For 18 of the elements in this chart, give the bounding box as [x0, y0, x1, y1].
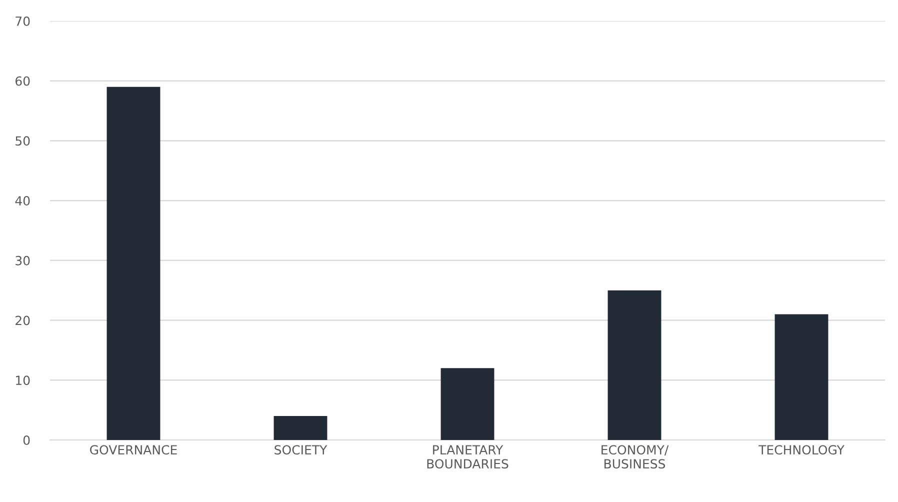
x-tick-label: SOCIETY: [274, 445, 328, 455]
x-tick-label: GOVERNANCE: [90, 445, 177, 455]
bar: [440, 368, 494, 440]
y-tick-label: 10: [16, 376, 30, 386]
y-tick-label: 30: [16, 256, 30, 266]
y-tick-label: 70: [16, 16, 30, 26]
y-tick-label: 20: [16, 316, 30, 326]
y-tick-label: 60: [16, 76, 30, 86]
y-tick-label: 0: [23, 435, 30, 445]
bar: [274, 416, 328, 440]
bar: [106, 86, 160, 440]
bar: [608, 290, 662, 440]
y-tick-label: 50: [16, 136, 30, 146]
x-tick-label: TECHNOLOGY: [758, 445, 844, 455]
y-tick-label: 40: [15, 196, 30, 206]
x-tick-label: PLANETARY BOUNDARIES: [427, 445, 508, 469]
x-tick-label: ECONOMY/ BUSINESS: [602, 445, 669, 469]
bar: [774, 314, 828, 440]
